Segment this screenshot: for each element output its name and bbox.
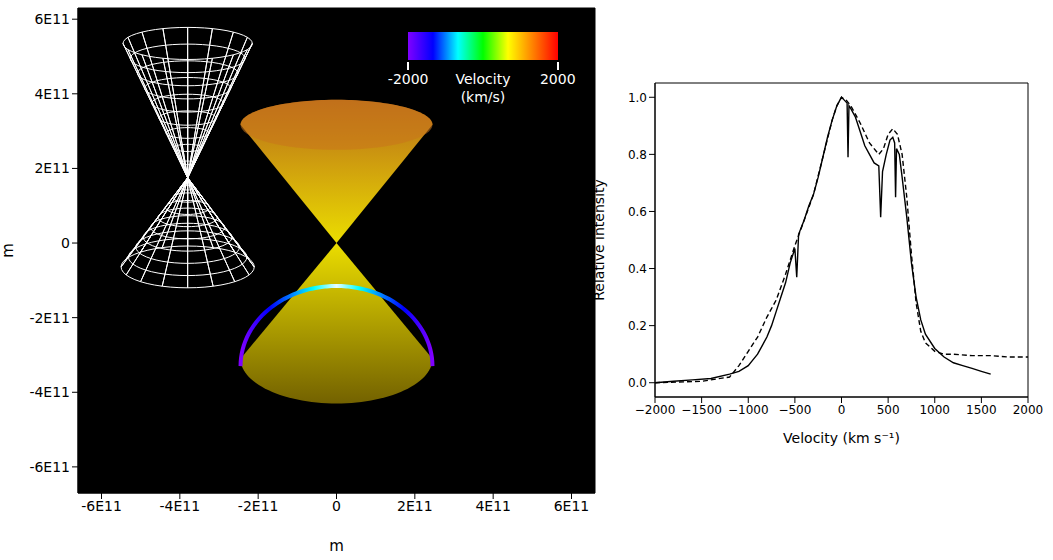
svg-text:-2E11: -2E11 <box>238 498 279 514</box>
svg-text:Velocity (km s⁻¹): Velocity (km s⁻¹) <box>783 430 900 446</box>
svg-text:-6E11: -6E11 <box>29 459 70 475</box>
svg-text:4E11: 4E11 <box>475 498 511 514</box>
svg-text:2E11: 2E11 <box>34 160 70 176</box>
svg-text:−500: −500 <box>778 403 811 417</box>
svg-text:−1000: −1000 <box>728 403 769 417</box>
svg-text:0.8: 0.8 <box>628 148 647 162</box>
svg-text:500: 500 <box>877 403 900 417</box>
svg-text:4E11: 4E11 <box>34 86 70 102</box>
html-text:(km/s): (km/s) <box>460 88 506 105</box>
svg-text:−2000: −2000 <box>635 403 676 417</box>
svg-text:6E11: 6E11 <box>34 11 70 27</box>
svg-text:-2E11: -2E11 <box>29 310 70 326</box>
svg-text:m: m <box>329 537 344 555</box>
svg-text:0.6: 0.6 <box>628 205 647 219</box>
svg-text:1.0: 1.0 <box>628 91 647 105</box>
svg-text:m: m <box>0 243 17 258</box>
svg-text:2E11: 2E11 <box>397 498 433 514</box>
html-text:2000: 2000 <box>540 70 576 87</box>
svg-text:−1500: −1500 <box>681 403 722 417</box>
svg-text:1000: 1000 <box>919 403 950 417</box>
svg-text:1500: 1500 <box>966 403 997 417</box>
svg-text:Relative intensity: Relative intensity <box>591 179 607 301</box>
svg-text:6E11: 6E11 <box>554 498 590 514</box>
svg-text:0.0: 0.0 <box>628 376 647 390</box>
svg-text:2000: 2000 <box>1013 403 1044 417</box>
svg-text:-6E11: -6E11 <box>81 498 122 514</box>
svg-text:-4E11: -4E11 <box>160 498 201 514</box>
svg-text:-4E11: -4E11 <box>29 384 70 400</box>
html-text:-2000: -2000 <box>387 70 429 87</box>
svg-text:0: 0 <box>838 403 846 417</box>
svg-text:0: 0 <box>61 235 70 251</box>
svg-text:0.2: 0.2 <box>628 319 647 333</box>
html-text:Velocity: Velocity <box>455 70 511 87</box>
svg-text:0.4: 0.4 <box>628 262 647 276</box>
svg-text:0: 0 <box>332 498 341 514</box>
